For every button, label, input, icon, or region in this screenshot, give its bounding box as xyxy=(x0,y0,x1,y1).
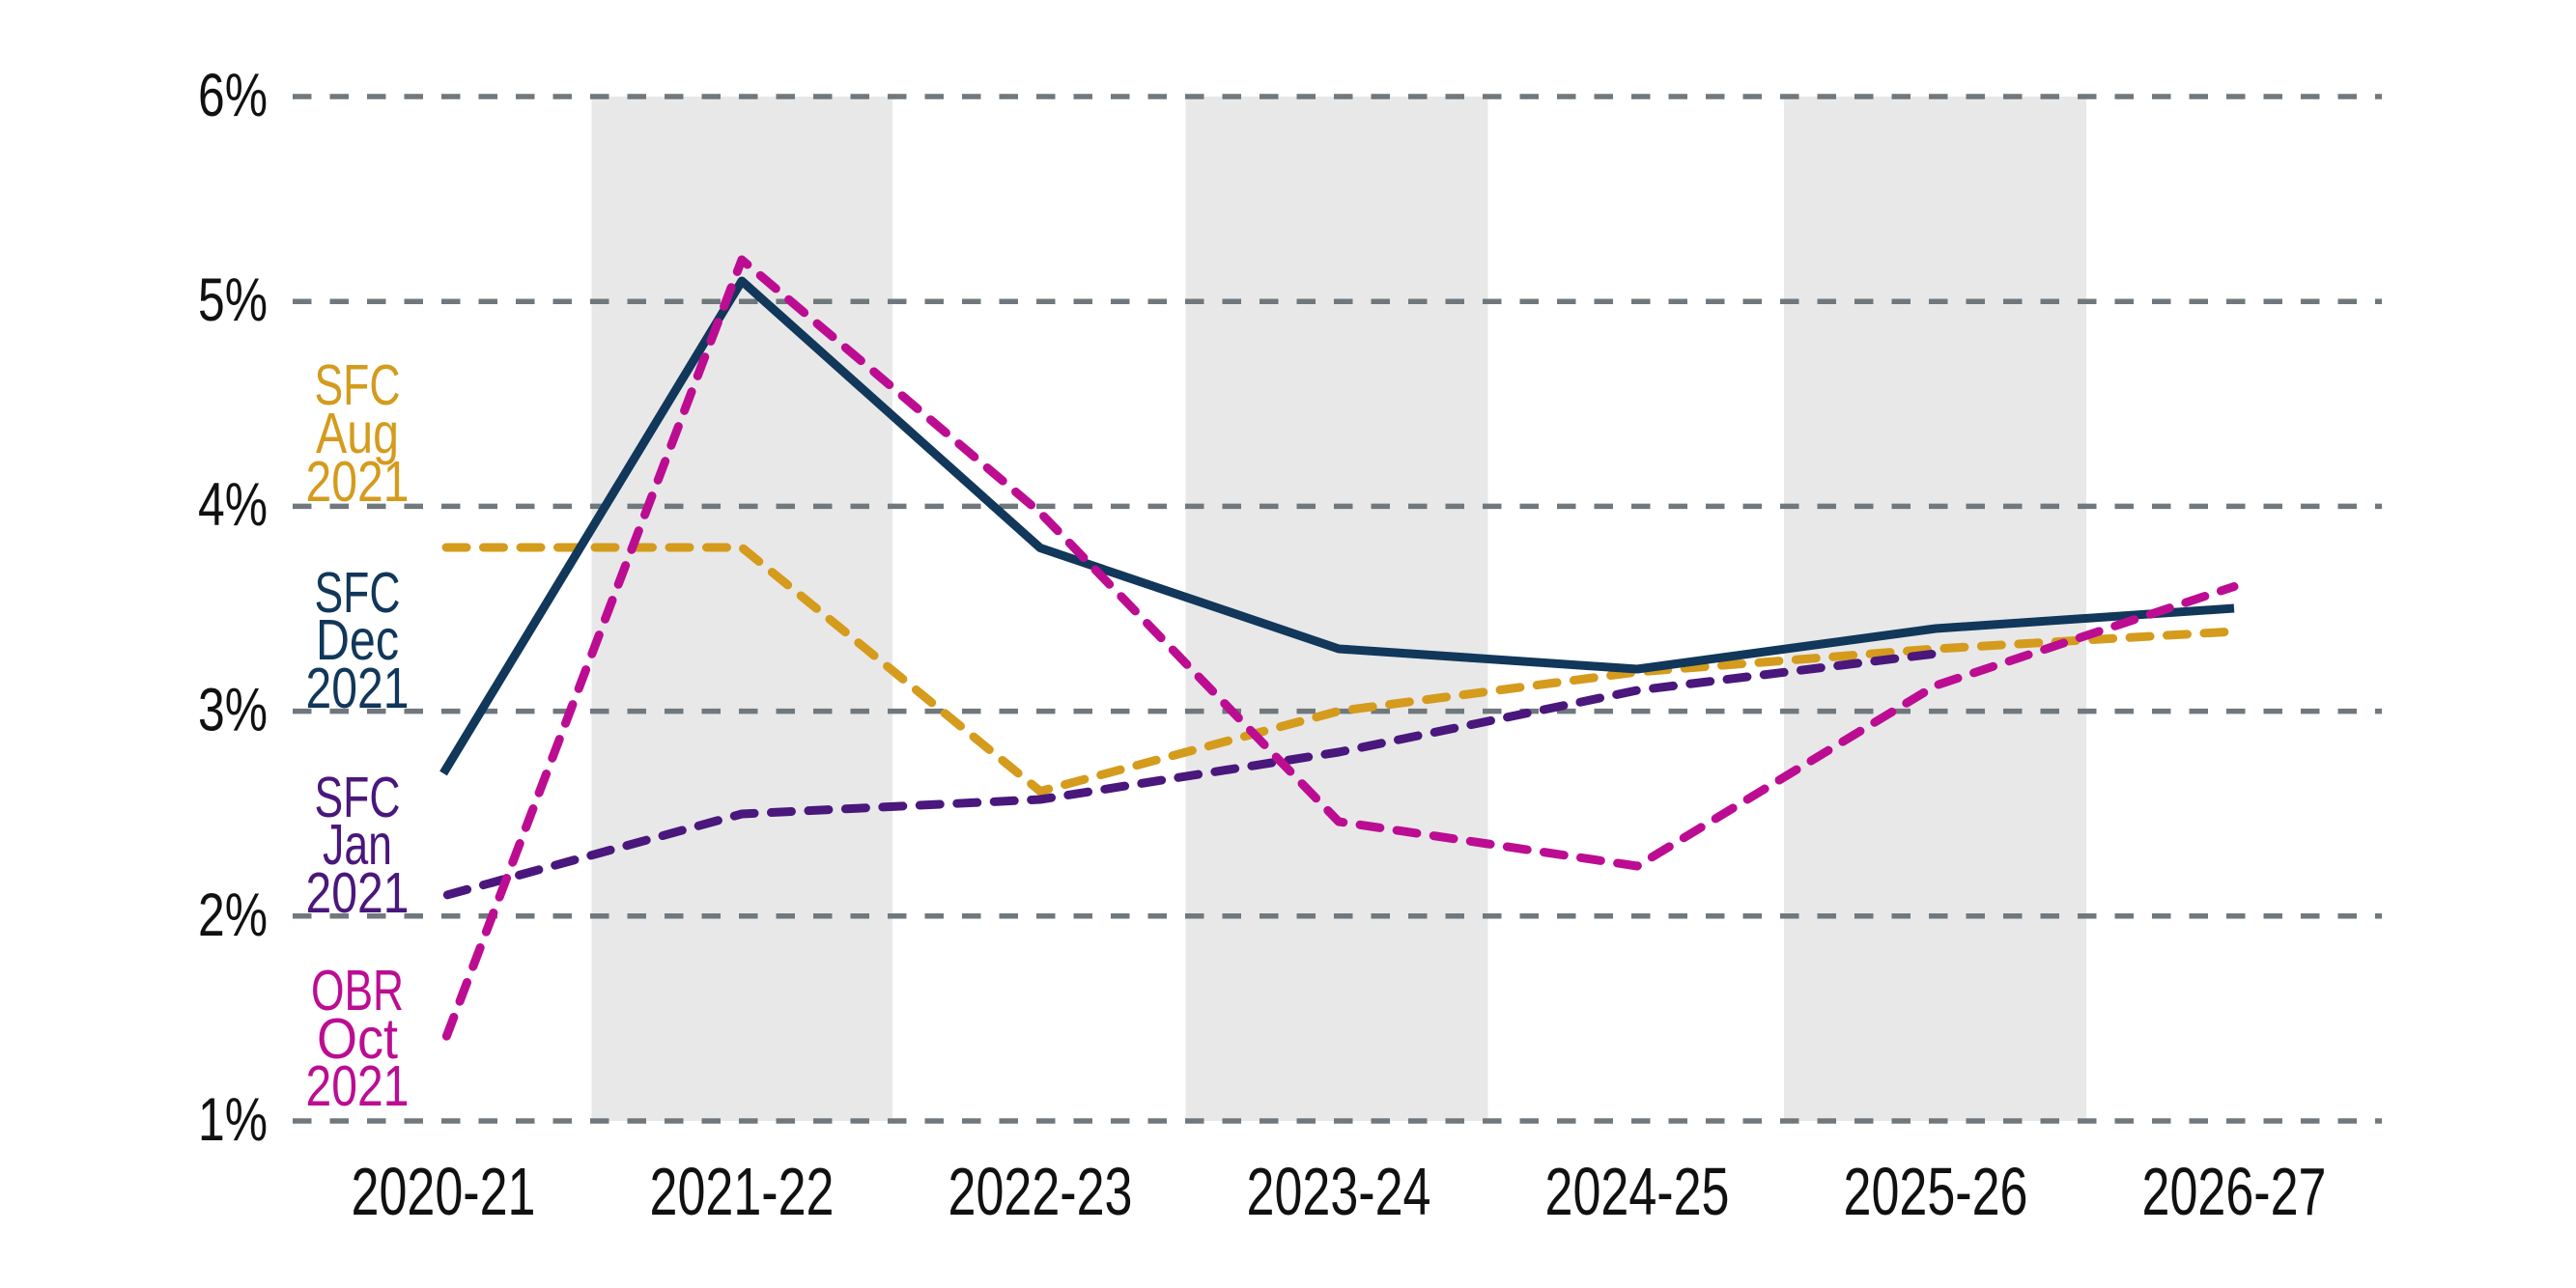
svg-text:2021: 2021 xyxy=(306,1054,410,1118)
svg-text:2022-23: 2022-23 xyxy=(948,1154,1133,1229)
svg-text:2021: 2021 xyxy=(306,861,410,925)
svg-text:2026-27: 2026-27 xyxy=(2142,1154,2327,1229)
svg-text:5%: 5% xyxy=(198,266,268,334)
svg-text:2021: 2021 xyxy=(306,657,410,720)
svg-text:6%: 6% xyxy=(198,62,268,129)
svg-text:Oct: Oct xyxy=(317,1007,398,1071)
svg-text:2025-26: 2025-26 xyxy=(1844,1154,2028,1229)
svg-text:Dec: Dec xyxy=(316,608,399,672)
svg-text:Aug: Aug xyxy=(316,402,399,465)
svg-text:2023-24: 2023-24 xyxy=(1247,1154,1431,1229)
svg-text:2021-22: 2021-22 xyxy=(650,1154,835,1229)
svg-text:Jan: Jan xyxy=(323,813,392,877)
svg-text:OBR: OBR xyxy=(311,959,404,1022)
svg-text:3%: 3% xyxy=(198,677,268,744)
svg-text:2020-21: 2020-21 xyxy=(352,1154,536,1229)
svg-text:2024-25: 2024-25 xyxy=(1545,1154,1730,1229)
svg-text:SFC: SFC xyxy=(315,766,401,829)
svg-text:1%: 1% xyxy=(198,1086,268,1154)
svg-text:4%: 4% xyxy=(198,471,268,539)
svg-text:2021: 2021 xyxy=(306,450,410,514)
svg-text:SFC: SFC xyxy=(315,353,401,417)
svg-text:SFC: SFC xyxy=(315,561,401,625)
svg-text:2%: 2% xyxy=(198,882,268,949)
